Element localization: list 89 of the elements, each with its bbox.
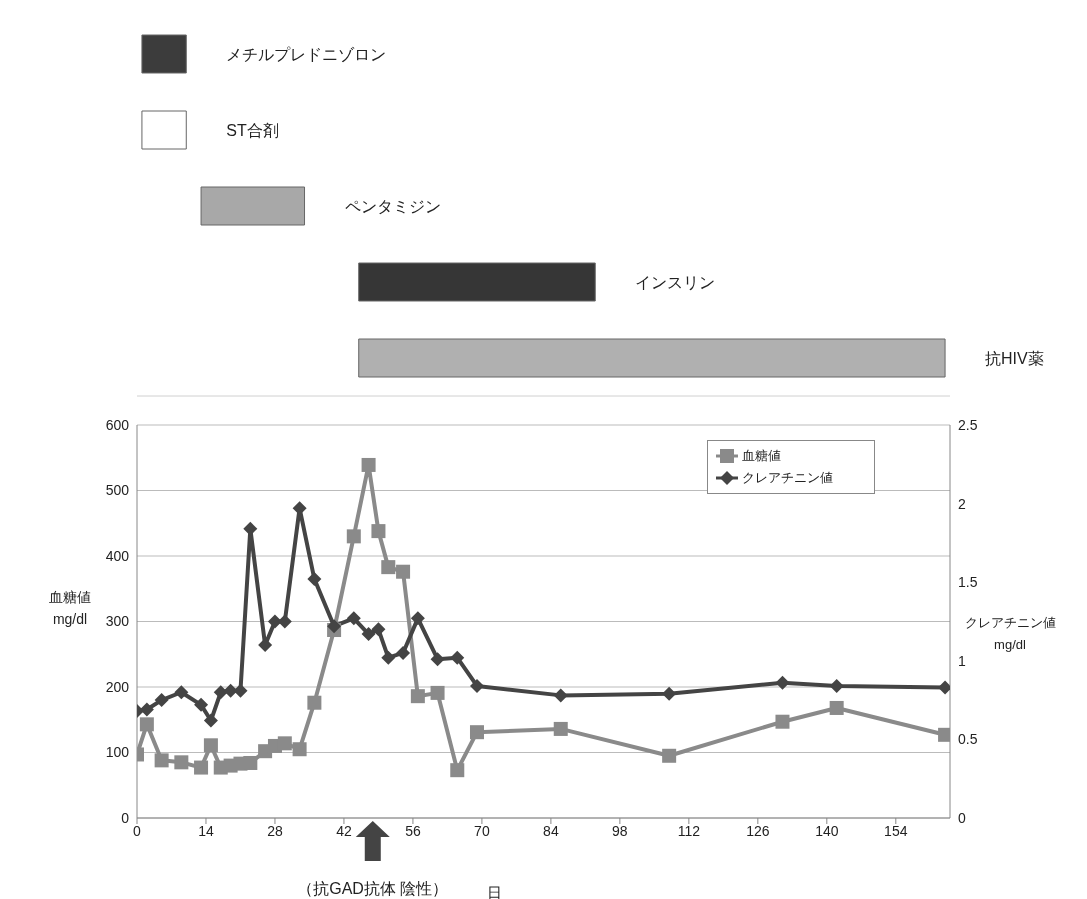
- bar: [141, 34, 187, 74]
- point: [307, 572, 322, 587]
- point: [139, 702, 154, 717]
- point: [203, 738, 218, 753]
- y2-tick-label: 1.5: [958, 574, 978, 591]
- y-axis-title: 血糖値 mg/dl: [49, 588, 91, 627]
- x-axis-title: 日: [487, 884, 503, 899]
- x-tick-label: 14: [198, 822, 214, 839]
- x-tick-label: 84: [543, 822, 559, 839]
- y-tick-label: 600: [105, 416, 130, 433]
- x-tick-label: 112: [677, 822, 701, 839]
- point: [361, 457, 376, 472]
- point: [450, 650, 465, 665]
- category-label: メチルプレドニゾロン: [226, 46, 387, 63]
- point: [154, 753, 169, 768]
- point: [139, 717, 154, 732]
- x-tick-label: 42: [336, 822, 352, 839]
- point: [410, 689, 425, 704]
- point: [381, 560, 396, 575]
- point: [292, 742, 307, 757]
- point: [371, 622, 386, 637]
- point: [346, 611, 361, 626]
- point: [396, 564, 411, 579]
- y-tick-label: 400: [105, 547, 130, 564]
- point: [553, 688, 568, 703]
- legend-label: クレアチニン値: [742, 469, 833, 487]
- point: [829, 700, 844, 715]
- y2-tick-label: 0: [958, 809, 966, 826]
- x-tick-label: 56: [405, 822, 421, 839]
- category-label: インスリン: [635, 274, 716, 291]
- category-label: 抗HIV薬: [985, 350, 1044, 367]
- point: [203, 713, 218, 728]
- bar: [200, 186, 306, 226]
- category-label: ST合剤: [226, 122, 279, 139]
- point: [430, 685, 445, 700]
- x-tick-label: 28: [267, 822, 283, 839]
- point: [243, 755, 258, 770]
- point: [213, 685, 228, 700]
- point: [361, 627, 376, 642]
- point: [450, 763, 465, 778]
- point: [223, 683, 238, 698]
- y-tick-label: 500: [105, 482, 130, 499]
- y2-tick-label: 2.5: [958, 416, 978, 433]
- y-tick-label: 200: [105, 678, 130, 695]
- point: [396, 645, 411, 660]
- point: [194, 697, 209, 712]
- point: [243, 521, 258, 536]
- point: [469, 678, 484, 693]
- bar: [358, 262, 596, 302]
- bar: [358, 338, 946, 378]
- point: [371, 524, 386, 539]
- y2-axis-title: クレアチニン値 mg/dl: [964, 614, 1056, 652]
- point: [775, 714, 790, 729]
- x-tick-label: 0: [133, 822, 142, 839]
- y2-tick-label: 1: [958, 652, 966, 669]
- point: [469, 725, 484, 740]
- point: [194, 760, 209, 775]
- point: [174, 685, 189, 700]
- point: [267, 614, 282, 629]
- point: [775, 675, 790, 690]
- point: [258, 638, 273, 653]
- y-tick-label: 100: [105, 744, 130, 761]
- point: [327, 619, 342, 634]
- y2-tick-label: 0.5: [958, 731, 978, 748]
- point: [154, 693, 169, 708]
- x-tick-label: 126: [746, 822, 770, 839]
- x-tick-label: 70: [474, 822, 490, 839]
- text: （抗GAD抗体 陰性）: [297, 880, 449, 897]
- point: [829, 678, 844, 693]
- y-tick-label: 0: [121, 809, 130, 826]
- point: [430, 652, 445, 667]
- bar: [141, 110, 187, 150]
- point: [553, 721, 568, 736]
- x-tick-label: 154: [884, 822, 908, 839]
- category-label: ペンタミジン: [344, 198, 441, 215]
- y-tick-label: 300: [105, 613, 130, 630]
- point: [307, 695, 322, 710]
- point: [662, 686, 677, 701]
- x-tick-label: 140: [815, 822, 839, 839]
- point: [662, 748, 677, 763]
- point: [174, 755, 189, 770]
- point: [346, 529, 361, 544]
- point: [277, 736, 292, 751]
- point: [381, 650, 396, 665]
- point: [233, 683, 248, 698]
- legend-label: 血糖値: [742, 447, 781, 465]
- x-tick-label: 98: [612, 822, 628, 839]
- y2-tick-label: 2: [958, 495, 966, 512]
- point: [410, 611, 425, 626]
